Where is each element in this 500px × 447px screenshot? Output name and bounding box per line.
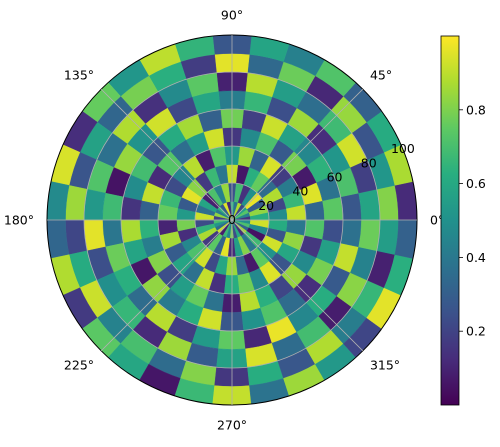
heatmap-cell [120, 196, 142, 221]
radial-tick-label: 60 [327, 170, 343, 185]
radial-tick-label: 80 [361, 155, 377, 170]
angular-tick-label: 45° [370, 68, 392, 83]
heatmap-cell [102, 219, 124, 248]
radial-tick-label: 0 [228, 212, 236, 227]
angular-gridline [100, 88, 233, 221]
heatmap-cell [102, 192, 124, 221]
radial-tick-labels: 0 20 40 60 80 100 [228, 141, 415, 227]
angular-tick-labels: 0°45°90°135°180°225°270°315° [4, 8, 444, 433]
angular-tick-label: 270° [217, 418, 247, 433]
angular-tick-label: 180° [4, 213, 34, 228]
heatmap-cell [358, 219, 381, 252]
heatmap-cell [322, 196, 344, 221]
angular-tick-label: 225° [64, 357, 94, 372]
heatmap-cell [83, 188, 106, 221]
radial-tick-label: 100 [391, 141, 415, 156]
angular-tick-label: 135° [64, 68, 94, 83]
radial-tick-label: 40 [292, 184, 308, 199]
heatmap-cell [120, 219, 142, 244]
angular-gridline [100, 219, 233, 352]
heatmap-cell [358, 188, 381, 221]
colorbar-tick-label: 0.6 [466, 176, 486, 191]
colorbar-tick-label: 0.2 [466, 324, 486, 339]
heatmap-cell [83, 219, 106, 252]
colorbar-tick-label: 0.4 [466, 250, 486, 265]
colorbar-tick-labels: 0.2 0.4 0.6 0.8 [459, 102, 486, 339]
angular-tick-label: 315° [370, 357, 400, 372]
colorbar [440, 35, 460, 406]
colorbar-tick-label: 0.8 [466, 102, 486, 117]
angular-gridline [231, 88, 364, 221]
heatmap-cell [340, 192, 362, 221]
polar-grid [46, 34, 418, 406]
angular-gridline [231, 219, 364, 352]
heatmap-cell [322, 219, 344, 244]
heatmap-cell [340, 219, 362, 248]
colorbar-gradient [440, 35, 460, 406]
angular-tick-label: 90° [221, 8, 243, 23]
radial-tick-label: 20 [258, 198, 274, 213]
